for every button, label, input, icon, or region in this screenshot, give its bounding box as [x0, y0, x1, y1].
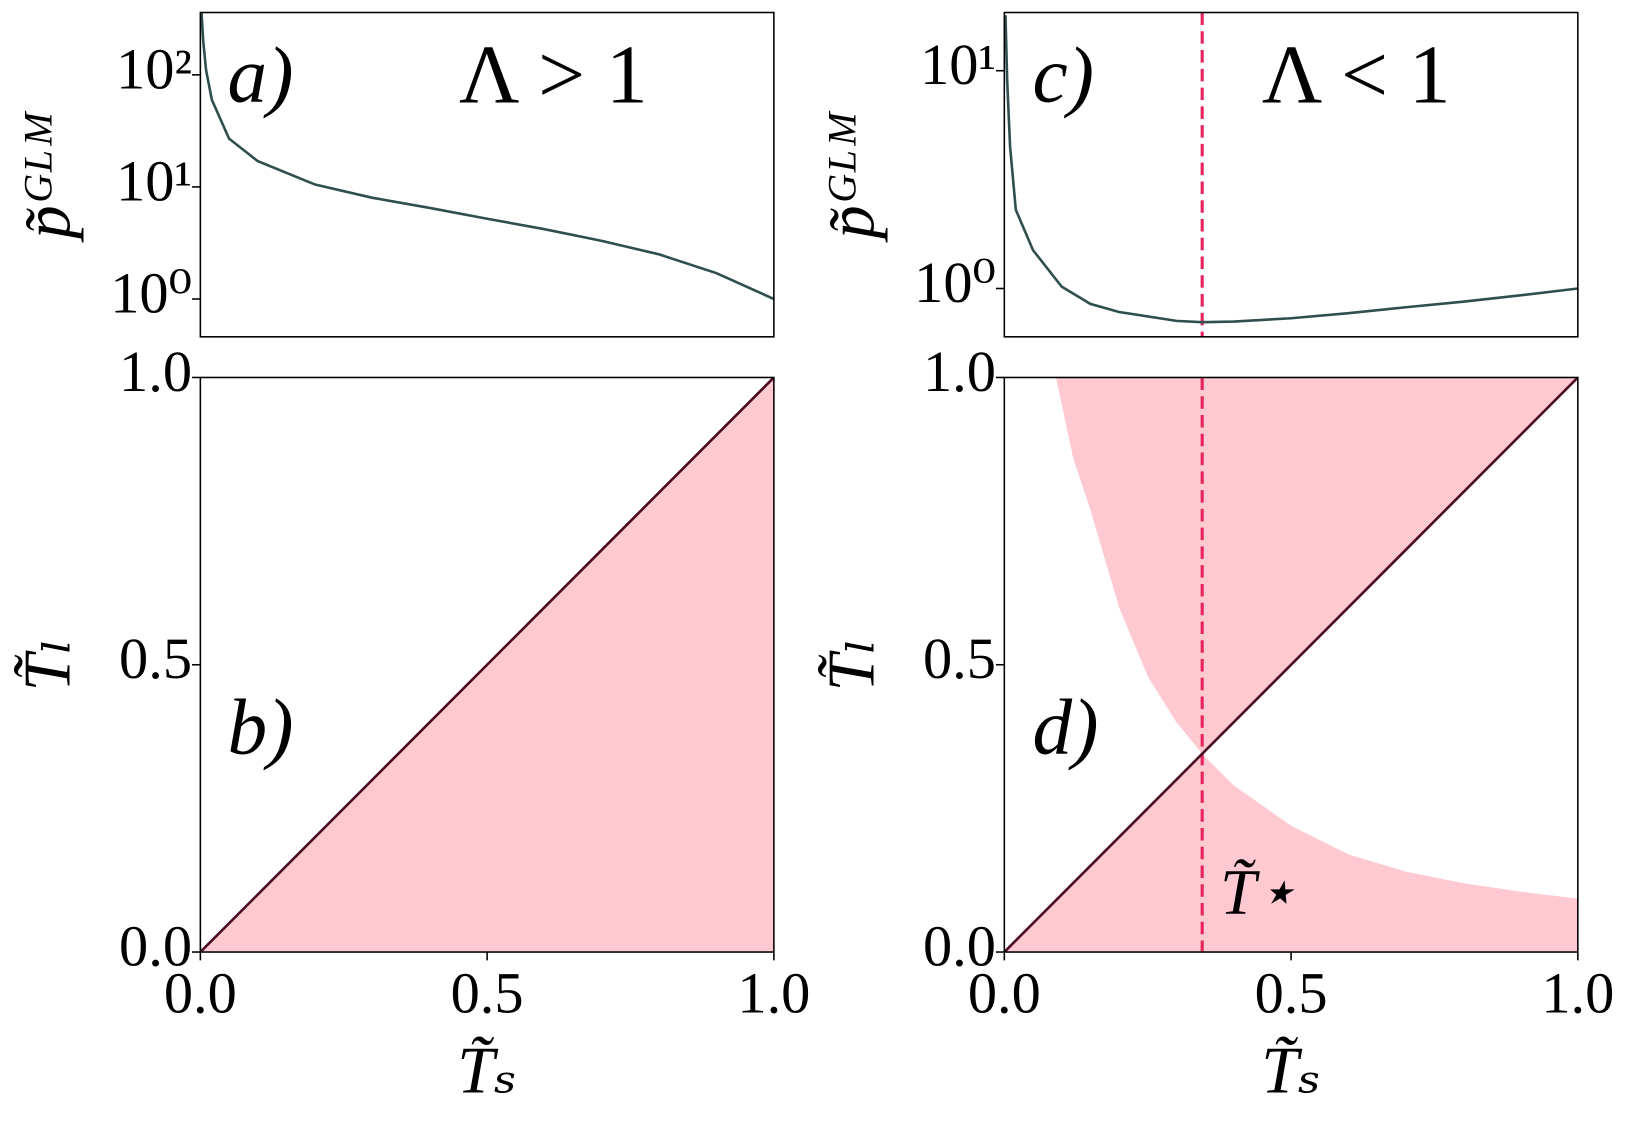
x-axis-label: T̃ₛ	[457, 1034, 517, 1107]
plot-area	[200, 377, 774, 953]
annotation: b)	[227, 683, 293, 771]
annotation: Λ < 1	[1262, 30, 1451, 122]
axes-frame	[199, 11, 775, 338]
x-tick-label: 1.0	[1541, 960, 1614, 1025]
axes-frame	[1003, 11, 1579, 338]
x-tick-label: 0.5	[451, 960, 524, 1025]
data-line	[200, 12, 774, 301]
y-axis-label: T̃ₗ	[12, 638, 85, 691]
data-line	[1004, 377, 1578, 953]
y-tick-label: 10¹	[116, 148, 192, 213]
data-line	[1004, 15, 1578, 324]
x-tick-label: 0.0	[164, 960, 237, 1025]
x-tick-label: 1.0	[737, 960, 810, 1025]
plot-area	[1004, 12, 1578, 337]
y-tick-label: 1.0	[923, 339, 996, 404]
y-axis-label: p̃ᴳᴸᴹ	[12, 110, 85, 242]
x-tick-label: 0.5	[1255, 960, 1328, 1025]
plot-area	[200, 12, 774, 301]
y-tick-label: 0.5	[923, 626, 996, 691]
annotation: a)	[227, 32, 293, 120]
y-tick-label: 0.0	[119, 913, 192, 978]
annotation: Λ > 1	[459, 30, 648, 122]
y-tick-label: 1.0	[119, 339, 192, 404]
plot-area	[1004, 377, 1578, 953]
y-tick-label: 0.0	[923, 913, 996, 978]
y-tick-label: 10⁰	[914, 250, 996, 315]
y-axis-label: T̃ₗ	[816, 638, 889, 691]
y-tick-label: 10¹	[920, 32, 996, 97]
annotation: T̃⋆	[1220, 856, 1296, 928]
data-line	[200, 377, 774, 953]
annotation: d)	[1032, 683, 1098, 771]
y-tick-label: 0.5	[119, 626, 192, 691]
x-tick-label: 0.0	[968, 960, 1041, 1025]
y-axis-label: p̃ᴳᴸᴹ	[816, 110, 889, 242]
y-tick-label: 10²	[116, 36, 192, 101]
annotation: c)	[1032, 32, 1094, 120]
x-axis-label: T̃ₛ	[1261, 1034, 1321, 1107]
y-tick-label: 10⁰	[110, 260, 192, 325]
